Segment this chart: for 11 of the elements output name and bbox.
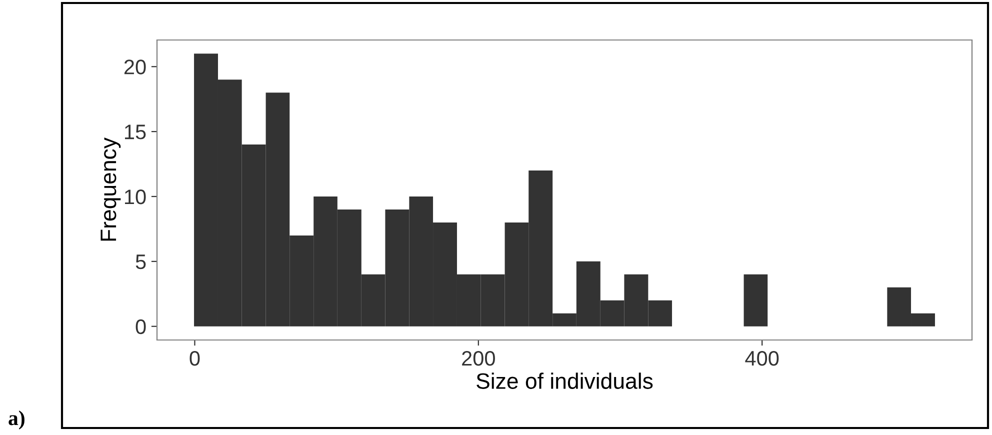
y-tick-label: 10: [125, 189, 146, 204]
x-axis-title: Size of individuals: [476, 372, 653, 389]
y-tick-label: 0: [136, 319, 146, 334]
y-axis-title: Frequency: [100, 138, 121, 241]
x-tick-label: 400: [745, 350, 779, 366]
y-tick-label: 15: [125, 124, 146, 140]
y-tick-label: 5: [136, 254, 146, 270]
x-tick-label: 200: [462, 350, 495, 366]
y-tick-label: 20: [124, 60, 146, 74]
x-tick-label: 0: [190, 350, 200, 366]
text: a): [8, 410, 24, 430]
